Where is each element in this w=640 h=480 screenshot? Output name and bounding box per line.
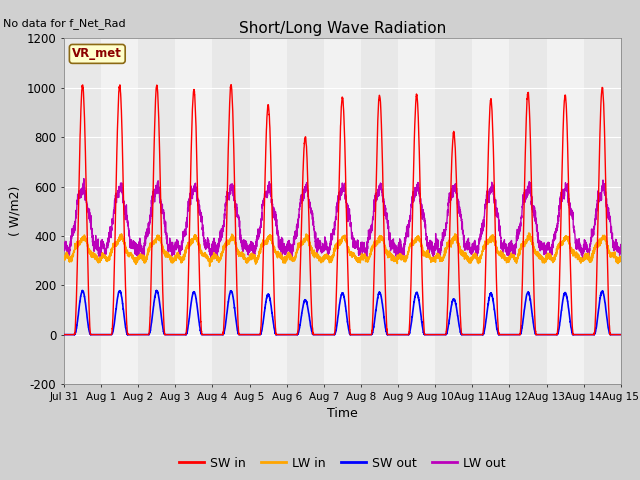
- Bar: [138, 38, 175, 384]
- Bar: [398, 38, 435, 384]
- Y-axis label: ( W/m2): ( W/m2): [8, 186, 21, 236]
- Bar: [472, 38, 509, 384]
- Bar: [212, 38, 250, 384]
- Bar: [287, 38, 324, 384]
- Text: No data for f_Net_Rad: No data for f_Net_Rad: [3, 18, 125, 29]
- Bar: [64, 38, 101, 384]
- Legend: SW in, LW in, SW out, LW out: SW in, LW in, SW out, LW out: [174, 452, 511, 475]
- Bar: [584, 38, 621, 384]
- Text: VR_met: VR_met: [72, 48, 122, 60]
- Bar: [250, 38, 287, 384]
- Bar: [324, 38, 361, 384]
- Bar: [547, 38, 584, 384]
- Bar: [361, 38, 398, 384]
- Bar: [101, 38, 138, 384]
- Bar: [435, 38, 472, 384]
- Title: Short/Long Wave Radiation: Short/Long Wave Radiation: [239, 21, 446, 36]
- Bar: [509, 38, 547, 384]
- Bar: [175, 38, 212, 384]
- X-axis label: Time: Time: [327, 407, 358, 420]
